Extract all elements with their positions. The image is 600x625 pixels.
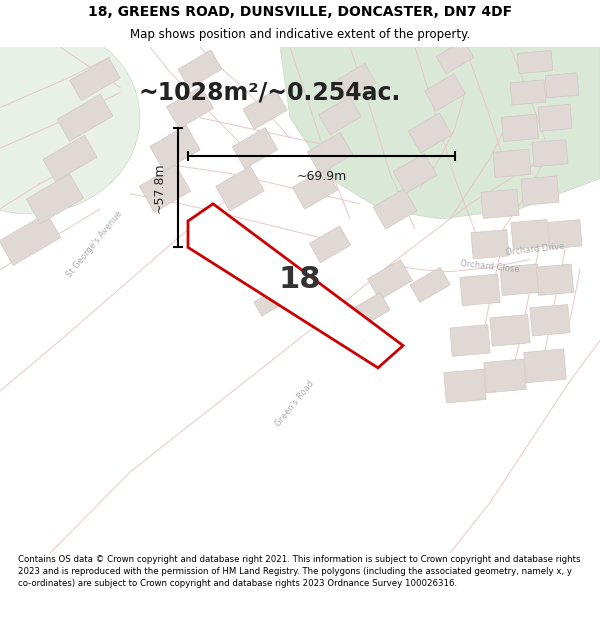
Polygon shape — [510, 80, 546, 105]
Polygon shape — [57, 94, 113, 141]
Polygon shape — [26, 174, 83, 224]
Polygon shape — [319, 96, 361, 135]
Polygon shape — [243, 90, 287, 129]
Polygon shape — [178, 50, 222, 88]
Polygon shape — [334, 64, 376, 101]
Text: Orchard Close: Orchard Close — [460, 259, 520, 274]
Polygon shape — [425, 74, 466, 111]
Polygon shape — [436, 40, 474, 74]
Polygon shape — [444, 369, 486, 403]
Polygon shape — [538, 104, 572, 131]
Polygon shape — [548, 219, 582, 249]
Polygon shape — [280, 47, 600, 219]
Polygon shape — [517, 51, 553, 74]
Text: Map shows position and indicative extent of the property.: Map shows position and indicative extent… — [130, 28, 470, 41]
Polygon shape — [500, 264, 540, 296]
Polygon shape — [307, 132, 353, 174]
Polygon shape — [410, 267, 450, 302]
Polygon shape — [368, 259, 412, 300]
Polygon shape — [232, 127, 278, 169]
Polygon shape — [530, 304, 570, 336]
Polygon shape — [70, 58, 120, 101]
Text: Orchard Drive: Orchard Drive — [505, 242, 565, 257]
Polygon shape — [254, 288, 286, 316]
Polygon shape — [502, 114, 538, 141]
Polygon shape — [150, 125, 200, 171]
Polygon shape — [490, 314, 530, 346]
Polygon shape — [493, 149, 531, 178]
Polygon shape — [310, 226, 350, 263]
Text: Green's Road: Green's Road — [274, 379, 316, 428]
Polygon shape — [188, 204, 403, 368]
Polygon shape — [0, 213, 61, 266]
Polygon shape — [450, 325, 490, 356]
Polygon shape — [524, 349, 566, 382]
Polygon shape — [393, 153, 437, 194]
Text: ~69.9m: ~69.9m — [296, 171, 347, 183]
Text: 18, GREENS ROAD, DUNSVILLE, DONCASTER, DN7 4DF: 18, GREENS ROAD, DUNSVILLE, DONCASTER, D… — [88, 5, 512, 19]
Polygon shape — [0, 22, 140, 214]
Text: St George's Avenue: St George's Avenue — [65, 209, 125, 279]
Text: ~57.8m: ~57.8m — [153, 162, 166, 213]
Polygon shape — [460, 274, 500, 306]
Text: ~1028m²/~0.254ac.: ~1028m²/~0.254ac. — [139, 81, 401, 104]
Polygon shape — [536, 264, 574, 296]
Polygon shape — [292, 168, 338, 209]
Polygon shape — [350, 292, 390, 328]
Polygon shape — [481, 189, 519, 219]
Polygon shape — [484, 359, 526, 393]
Polygon shape — [215, 166, 265, 211]
Polygon shape — [373, 189, 417, 229]
Text: Contains OS data © Crown copyright and database right 2021. This information is : Contains OS data © Crown copyright and d… — [18, 555, 581, 588]
Polygon shape — [166, 86, 214, 129]
Polygon shape — [532, 139, 568, 167]
Polygon shape — [471, 229, 509, 259]
Polygon shape — [511, 219, 549, 249]
Polygon shape — [43, 135, 97, 181]
Polygon shape — [545, 73, 579, 98]
Text: 18: 18 — [279, 265, 321, 294]
Polygon shape — [139, 165, 191, 212]
Polygon shape — [408, 113, 452, 153]
Polygon shape — [521, 176, 559, 206]
